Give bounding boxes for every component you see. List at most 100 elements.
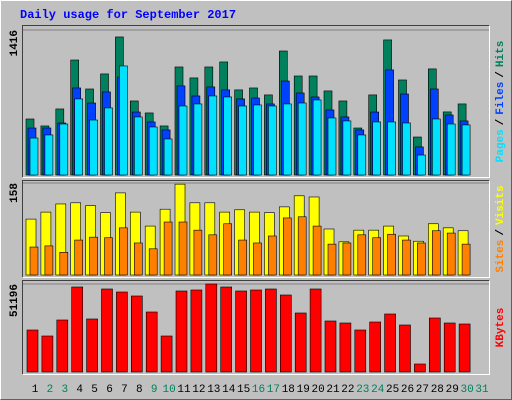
- legend-separator: /: [495, 229, 507, 236]
- bar: [372, 237, 382, 276]
- legend: Pages / Files / Hits: [495, 41, 507, 163]
- x-tick-label: 27: [416, 384, 429, 396]
- panel-edge-light: [22, 25, 490, 178]
- x-tick-label: 3: [61, 384, 68, 396]
- bar: [357, 234, 367, 276]
- x-tick-label: 28: [431, 384, 444, 396]
- legend-entry: Files: [495, 82, 507, 115]
- legend-separator: /: [495, 118, 507, 125]
- bar: [208, 95, 218, 176]
- panel-edge-dark: [22, 180, 490, 278]
- bar: [104, 107, 113, 176]
- bar: [26, 329, 39, 373]
- bar: [134, 116, 143, 176]
- bar: [163, 221, 173, 276]
- bar: [282, 103, 292, 176]
- x-tick-label: 24: [371, 384, 385, 396]
- bar: [402, 122, 411, 176]
- bar: [253, 242, 262, 276]
- bar: [458, 323, 471, 373]
- legend-entry: Pages: [495, 129, 507, 162]
- bar: [268, 105, 277, 176]
- panel-edge-light: [22, 180, 490, 278]
- bar: [148, 126, 158, 176]
- x-tick-label: 6: [106, 384, 113, 396]
- bar: [175, 290, 188, 373]
- bar: [309, 288, 322, 373]
- x-tick-label: 31: [475, 384, 489, 396]
- x-tick-label: 8: [136, 384, 143, 396]
- bar: [399, 324, 411, 373]
- x-tick-label: 15: [237, 384, 250, 396]
- bar: [250, 289, 262, 373]
- bar: [384, 313, 396, 373]
- x-tick-label: 5: [91, 384, 98, 396]
- x-tick-label: 17: [267, 384, 280, 396]
- bar: [431, 118, 441, 176]
- bar: [238, 105, 247, 176]
- bar: [461, 243, 471, 276]
- panel-edge-dark: [22, 280, 490, 375]
- bar: [342, 242, 352, 276]
- bar: [89, 119, 98, 176]
- x-tick-label: 11: [177, 384, 191, 396]
- bar: [324, 320, 337, 373]
- bar: [387, 121, 396, 176]
- bar: [104, 237, 113, 276]
- bar: [86, 318, 98, 373]
- bar: [354, 329, 367, 373]
- bar: [294, 312, 307, 373]
- bar: [342, 120, 352, 176]
- legend-entry: Hits: [495, 41, 507, 67]
- x-tick-label: 18: [282, 384, 295, 396]
- bar: [160, 335, 173, 373]
- bar: [357, 134, 367, 176]
- bar: [56, 319, 69, 373]
- x-tick-label: 14: [222, 384, 236, 396]
- bar: [417, 242, 426, 276]
- bar: [282, 217, 292, 276]
- bar: [297, 102, 307, 176]
- bar: [101, 288, 113, 373]
- bar: [431, 230, 441, 276]
- bar: [297, 216, 307, 276]
- bar: [369, 321, 382, 373]
- bar: [417, 154, 426, 176]
- bar: [223, 96, 232, 176]
- bar: [119, 65, 128, 176]
- bar: [372, 121, 382, 176]
- x-tick-label: 9: [151, 384, 158, 396]
- x-tick-label: 30: [460, 384, 473, 396]
- bar: [74, 98, 83, 176]
- bar: [312, 225, 322, 276]
- x-tick-label: 10: [162, 384, 175, 396]
- x-tick-label: 22: [341, 384, 354, 396]
- bar: [134, 242, 143, 276]
- legend-entry: Visits: [495, 185, 507, 225]
- bar: [29, 246, 39, 276]
- bar: [41, 335, 54, 373]
- bar: [74, 239, 83, 276]
- bar: [238, 239, 247, 276]
- bar: [402, 239, 411, 276]
- bar: [387, 233, 396, 276]
- y-tick-label: 1416: [9, 30, 21, 56]
- bar: [44, 245, 54, 276]
- bar: [446, 123, 456, 176]
- bar: [446, 232, 456, 276]
- bar: [145, 311, 158, 373]
- panel-edge-light: [22, 280, 490, 375]
- bar: [178, 105, 188, 176]
- bar: [59, 123, 69, 176]
- bar: [193, 229, 203, 276]
- bar: [235, 290, 247, 373]
- bar: [59, 251, 69, 276]
- bar: [119, 227, 128, 276]
- x-tick-label: 23: [356, 384, 369, 396]
- x-tick-label: 2: [47, 384, 54, 396]
- x-tick-label: 16: [252, 384, 265, 396]
- x-tick-label: 4: [76, 384, 83, 396]
- bar: [131, 295, 143, 373]
- bar: [71, 286, 83, 373]
